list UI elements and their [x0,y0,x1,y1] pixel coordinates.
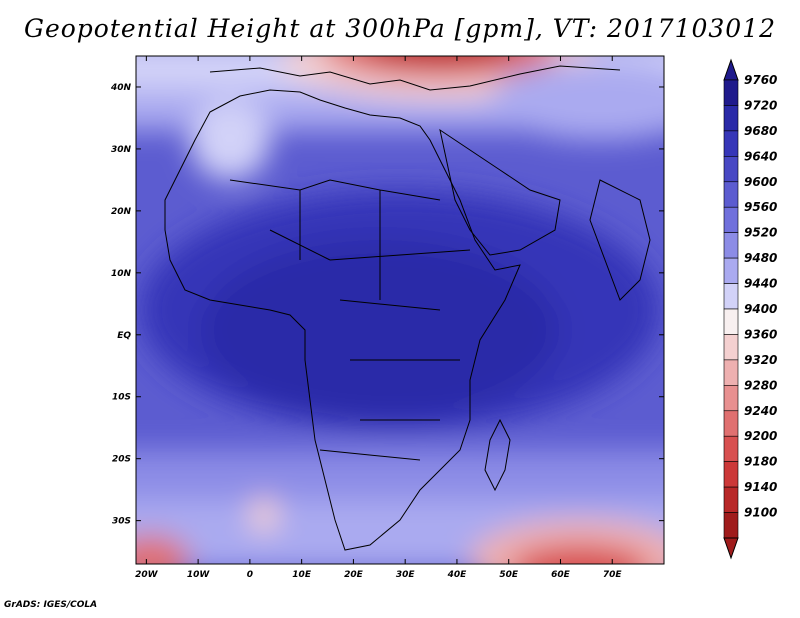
lat-tick-label: 10S [112,393,131,403]
colorbar-label: 9560 [744,200,777,214]
colorbar-label: 9280 [744,378,777,392]
plot-frame [135,55,665,565]
colorbar-label: 9640 [744,149,777,163]
colorbar-swatch [723,410,739,437]
lat-tick-label: 30S [112,517,131,527]
lat-tick-label: 20N [111,207,132,217]
colorbar-swatch [723,512,739,539]
colorbar-label: 9600 [744,175,777,189]
colorbar-swatch [723,385,739,412]
colorbar-max-arrow [723,58,739,81]
lat-tick-label: 40N [110,83,132,93]
colorbar-swatch [723,79,739,106]
colorbar-swatch [723,308,739,335]
colorbar-label: 9520 [744,226,777,240]
arabia-coastline [439,128,561,256]
colorbar-swatch [723,334,739,361]
lat-tick-label: EQ [117,331,131,341]
colorbar-swatch [723,156,739,183]
lon-tick-label: 10W [187,570,211,580]
colorbar-swatch [723,486,739,513]
colorbar-label: 9400 [744,302,777,316]
height-field [136,56,664,564]
colorbar-swatch [723,461,739,488]
madagascar-coastline [484,418,511,492]
map-title: Geopotential Height at 300hPa [gpm], VT:… [23,14,777,43]
africa-coastline [164,89,521,551]
colorbar-label: 9440 [744,277,777,291]
colorbar-swatch [723,435,739,462]
colorbar-label: 9140 [744,480,777,494]
colorbar-label: 9720 [744,98,777,112]
lon-tick-label: 60E [551,570,571,580]
lat-tick-label: 20S [112,455,131,465]
colorbar-label: 9680 [744,124,777,138]
colorbar-label: 9480 [744,251,777,265]
colorbar-swatch [723,181,739,208]
grads-credit: GrADS: IGES/COLA [4,600,98,610]
colorbar-label: 9360 [744,327,777,341]
colorbar: 9760 9720 9680 9640 9600 9560 9520 9480 9440 9400… [723,58,777,560]
lon-tick-label: 30E [396,570,416,580]
lat-tick-label: 10N [111,269,132,279]
colorbar-swatch [723,206,739,233]
lon-tick-label: 50E [499,570,519,580]
colorbar-label: 9760 [744,73,777,87]
lon-tick-label: 70E [603,570,623,580]
india-coastline [589,179,651,301]
latitude-axis: 40N 30N 20N 10N EQ 10S 20S 30S [110,83,664,527]
lon-tick-label: 0 [247,570,253,580]
lon-tick-label: 20W [135,570,159,580]
colorbar-swatch [723,257,739,284]
lat-tick-label: 30N [111,145,132,155]
colorbar-swatch [723,232,739,259]
colorbar-label: 9100 [744,506,777,520]
colorbar-swatch [723,130,739,157]
lon-tick-label: 10E [292,570,312,580]
lon-tick-label: 20E [344,570,364,580]
country-boundaries [229,179,471,461]
colorbar-label: 9320 [744,353,777,367]
colorbar-label: 9180 [744,455,777,469]
longitude-axis: 20W 10W 0 10E 20E 30E 40E 50E 60E 70E [135,56,622,580]
colorbar-swatch [723,359,739,386]
colorbar-label: 9240 [744,404,777,418]
colorbar-swatch [723,283,739,310]
colorbar-swatch [723,105,739,132]
colorbar-label: 9200 [744,429,777,443]
coastlines [164,65,651,551]
colorbar-min-arrow [723,537,739,560]
lon-tick-label: 40E [447,570,468,580]
europe-coastline [209,65,621,91]
